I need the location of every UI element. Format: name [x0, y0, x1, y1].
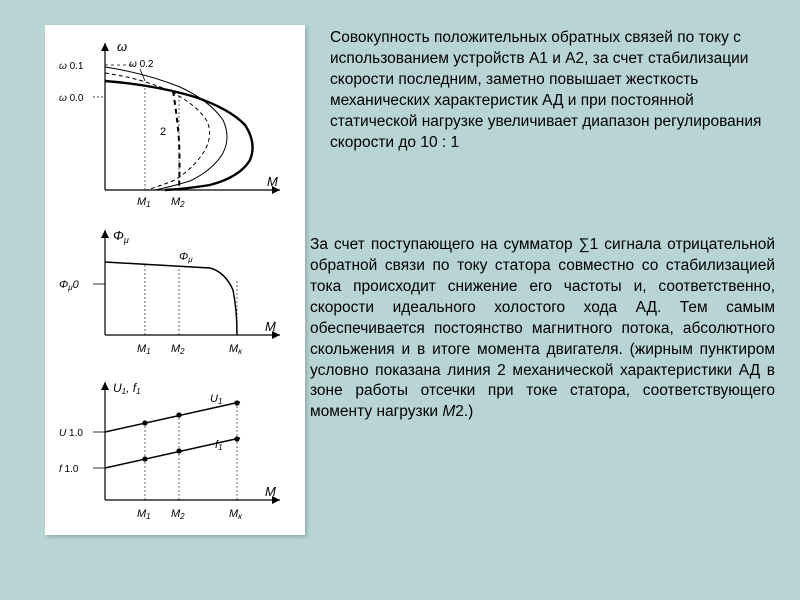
curve-dashed-thin	[105, 73, 210, 190]
svg-text:Mк: Mк	[229, 343, 243, 356]
p2-m2: М	[442, 403, 455, 420]
curve-dashed-thick	[173, 91, 180, 190]
anno-flux0: Φμ0	[59, 279, 80, 292]
svg-text:M2: M2	[171, 343, 185, 356]
anno-flux: Φμ	[179, 251, 193, 264]
tick-m2: M2	[171, 196, 185, 209]
y-label-uf: U1, f1	[113, 381, 141, 396]
paragraph-1: Совокупность положительных обратных связ…	[330, 28, 770, 154]
chart-flux: Φμ M Φμ Φμ0 M1 M2 Mк	[59, 228, 280, 356]
tick-m1: M1	[137, 196, 151, 209]
p2-sigma: ∑1	[579, 236, 599, 253]
anno-u1: U1	[210, 393, 222, 406]
p2-end: 2.)	[455, 403, 473, 420]
y-label: ω	[117, 39, 127, 54]
chart-uf: U1, f1 M U1 f1 U 1.0 f 1.0 M1 M2 Mк	[59, 381, 280, 521]
diagram-panel: ω M ω 0.1 ω 0.2 ω 0.0 2 M1 M2 Φμ M	[45, 25, 305, 535]
anno-u10: U 1.0	[59, 428, 83, 439]
x-label-flux: M	[265, 319, 276, 334]
anno-w02: ω 0.2	[129, 59, 154, 70]
anno-f1: f1	[215, 439, 223, 452]
svg-text:M2: M2	[171, 508, 185, 521]
svg-text:Mк: Mк	[229, 508, 243, 521]
line-u1	[105, 402, 240, 432]
paragraph-2: За счет поступающего на сумматор ∑1 сигн…	[310, 235, 775, 423]
charts-svg: ω M ω 0.1 ω 0.2 ω 0.0 2 M1 M2 Φμ M	[45, 25, 305, 535]
anno-w00: ω 0.0	[59, 93, 84, 104]
anno-w01: ω 0.1	[59, 61, 84, 72]
x-label-uf: M	[265, 484, 276, 499]
p2-pre: За счет поступающего на сумматор	[310, 236, 579, 253]
flux-curve	[105, 262, 237, 335]
anno-2: 2	[160, 126, 166, 138]
p2-mid: сигнала отрицательной обратной связи по …	[310, 236, 775, 420]
x-label: M	[267, 174, 278, 189]
anno-f10: f 1.0	[59, 464, 79, 475]
svg-text:M1: M1	[137, 343, 151, 356]
y-label-flux: Φμ	[113, 228, 129, 245]
chart-omega: ω M ω 0.1 ω 0.2 ω 0.0 2 M1 M2	[59, 39, 280, 209]
svg-text:M1: M1	[137, 508, 151, 521]
